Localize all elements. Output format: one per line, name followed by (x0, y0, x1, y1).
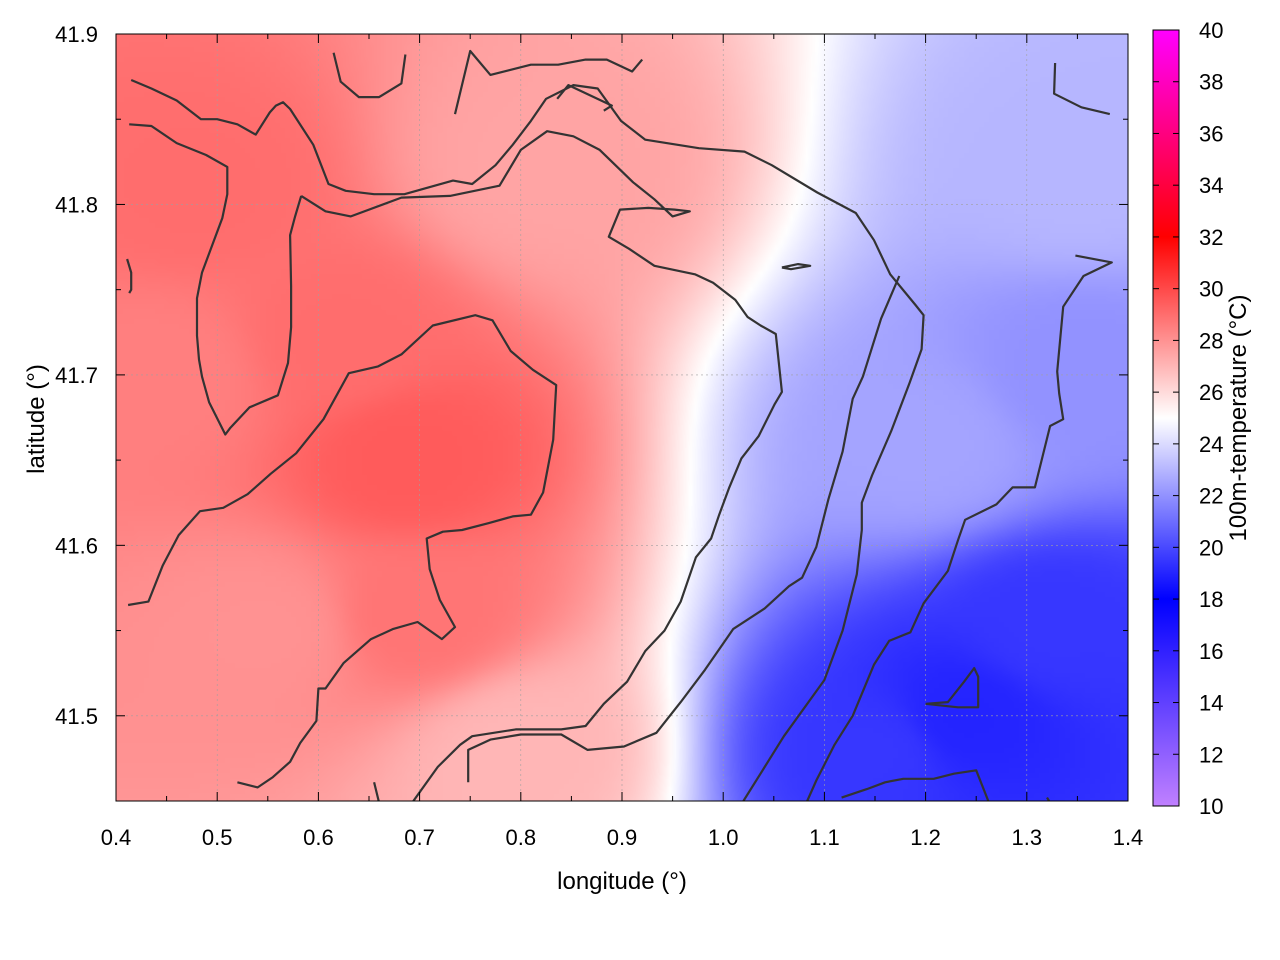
contour-line (1046, 797, 1051, 801)
y-axis-label: latitude (°) (23, 364, 50, 474)
contour-lines (126, 49, 1113, 801)
y-tick-labels: 41.5 41.6 41.7 41.8 41.9 (55, 22, 98, 729)
y-tick-label: 41.9 (55, 22, 98, 47)
colorbar-tick-label: 22 (1199, 484, 1223, 509)
colorbar-tick-label: 16 (1199, 639, 1223, 664)
colorbar-tick-labels: 10 12 14 16 18 20 22 24 26 28 30 32 34 36 38 40 (1199, 18, 1223, 819)
x-tick-label: 0.8 (506, 825, 537, 850)
colorbar-tick-label: 24 (1199, 432, 1223, 457)
colorbar: 10 12 14 16 18 20 22 24 26 28 30 32 34 36 38 40 (1152, 18, 1223, 819)
colorbar-tick-label: 30 (1199, 277, 1223, 302)
x-axis-label: longitude (°) (557, 868, 687, 895)
colorbar-tick-label: 28 (1199, 328, 1223, 353)
x-tick-label: 0.9 (607, 825, 638, 850)
contour-line (129, 123, 303, 436)
x-tick-label: 1.4 (1113, 825, 1144, 850)
colorbar-tick-label: 14 (1199, 691, 1223, 716)
heatmap-field (116, 34, 1128, 801)
x-tick-label: 0.6 (303, 825, 334, 850)
contour-line (925, 667, 980, 709)
colorbar-tick-label: 10 (1199, 794, 1223, 819)
contour-line (453, 49, 644, 115)
colorbar-tick-label: 20 (1199, 535, 1223, 560)
contour-line (126, 258, 133, 294)
x-tick-labels: 0.4 0.5 0.6 0.7 0.8 0.9 1.0 1.1 1.2 1.3 1.4 (101, 825, 1144, 850)
y-tick-label: 41.7 (55, 363, 98, 388)
contour-line (467, 275, 901, 783)
colorbar-tick-label: 18 (1199, 587, 1223, 612)
contour-line (127, 314, 558, 789)
contour-line (130, 78, 925, 801)
contour-line (781, 263, 812, 271)
y-tick-label: 41.5 (55, 704, 98, 729)
heatmap-image (116, 34, 1128, 801)
x-tick-label: 0.7 (404, 825, 435, 850)
x-tick-label: 0.4 (101, 825, 132, 850)
x-tick-label: 1.0 (708, 825, 739, 850)
colorbar-tick-label: 26 (1199, 380, 1223, 405)
x-tick-label: 1.2 (910, 825, 941, 850)
colorbar-tick-label: 34 (1199, 173, 1223, 198)
colorbar-tick-label: 40 (1199, 18, 1223, 43)
colorbar-tick-label: 38 (1199, 70, 1223, 95)
colorbar-tick-label: 12 (1199, 742, 1223, 767)
colorbar-ticks (1153, 29, 1179, 807)
colorbar-label: 100m-temperature (°C) (1225, 294, 1252, 541)
axis-ticks (115, 33, 1129, 802)
contour-line (556, 84, 613, 112)
contour-line (1053, 62, 1111, 116)
contour-line (300, 130, 783, 801)
contour-line (332, 52, 407, 99)
x-tick-label: 0.5 (202, 825, 233, 850)
colorbar-gradient (1152, 29, 1180, 807)
y-tick-label: 41.8 (55, 192, 98, 217)
contour-line (806, 254, 1113, 801)
x-tick-label: 1.1 (809, 825, 840, 850)
colorbar-tick-label: 32 (1199, 225, 1223, 250)
y-tick-label: 41.6 (55, 533, 98, 558)
x-tick-label: 1.3 (1012, 825, 1043, 850)
contour-line (841, 769, 990, 801)
colorbar-tick-label: 36 (1199, 121, 1223, 146)
